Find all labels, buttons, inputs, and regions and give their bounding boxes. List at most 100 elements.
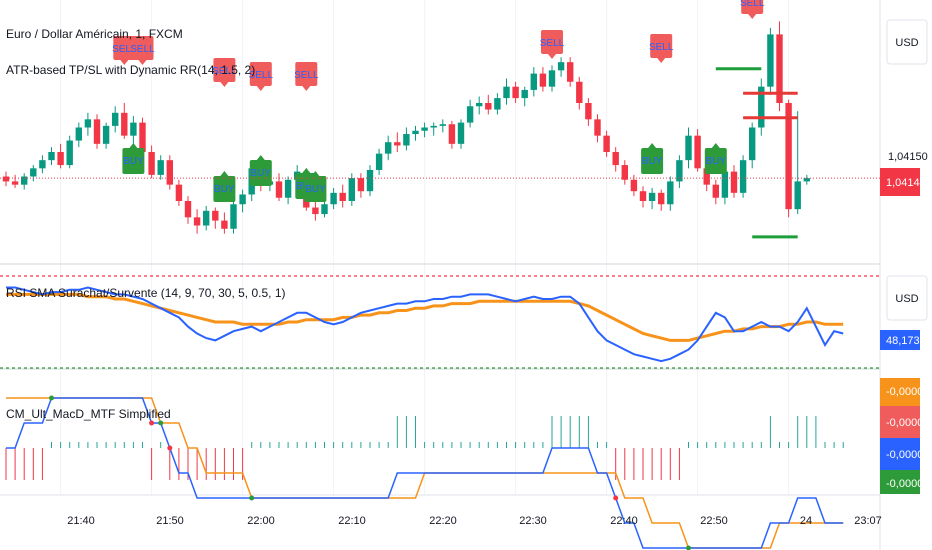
candle-body bbox=[321, 204, 328, 215]
macd-line bbox=[6, 397, 844, 549]
buy-signal-pointer bbox=[711, 143, 720, 148]
candle-body bbox=[30, 168, 37, 177]
buy-signal-pointer bbox=[220, 171, 229, 176]
candle-body bbox=[203, 210, 210, 226]
price-axis[interactable]: USD USD 1,04150 1,04144 48,17310 -0,0000… bbox=[880, 19, 932, 494]
candle-body bbox=[721, 171, 729, 198]
rsi-value-tag bbox=[880, 330, 920, 350]
rsi-pane[interactable] bbox=[0, 275, 880, 369]
symbol-title[interactable]: Euro / Dollar Américain, 1, FXCM bbox=[6, 27, 183, 41]
time-tick-label: 22:10 bbox=[338, 515, 366, 527]
buy-signal-box[interactable] bbox=[304, 176, 327, 202]
candle-body bbox=[548, 70, 556, 87]
buy-signal-pointer bbox=[311, 171, 320, 176]
current-price-tag bbox=[880, 168, 920, 196]
candle-body bbox=[703, 168, 710, 185]
indicator-legend-macd[interactable]: CM_Ult_MacD_MTF Simplified bbox=[6, 407, 171, 421]
sell-signal-label: SELL bbox=[112, 44, 137, 55]
sell-signal-pointer bbox=[302, 86, 311, 91]
buy-signal-box[interactable] bbox=[641, 148, 664, 174]
time-tick-label: 21:40 bbox=[67, 515, 95, 527]
time-axis[interactable]: 21:40 21:50 22:00 22:10 22:20 22:30 22:40 22:50… bbox=[67, 515, 882, 527]
candle-body bbox=[357, 178, 365, 192]
candle-body bbox=[157, 160, 164, 175]
candle-body bbox=[48, 152, 55, 161]
macd-cross-dots bbox=[49, 395, 691, 550]
candle-body bbox=[339, 192, 346, 201]
candle-body bbox=[530, 73, 537, 90]
candle-body bbox=[375, 153, 383, 170]
macd-histogram bbox=[5, 416, 844, 480]
time-tick-label: 22:40 bbox=[610, 515, 638, 527]
candle-body bbox=[57, 152, 64, 166]
candle-body bbox=[712, 184, 719, 198]
time-tick-label: 22:50 bbox=[700, 515, 728, 527]
macd-pane[interactable] bbox=[5, 395, 844, 550]
candle-body bbox=[130, 122, 137, 136]
candle-body bbox=[685, 135, 692, 161]
candle-body bbox=[485, 103, 492, 110]
candle-body bbox=[539, 73, 547, 87]
candle-body bbox=[430, 125, 437, 128]
candle-body bbox=[84, 119, 92, 128]
candle-body bbox=[275, 181, 283, 198]
candle-body bbox=[594, 119, 601, 136]
candle-body bbox=[166, 160, 173, 185]
indicator-legend-atr[interactable]: ATR-based TP/SL with Dynamic RR(14, 1.5,… bbox=[6, 63, 255, 77]
candle-body bbox=[521, 89, 528, 99]
rsi-sma-line bbox=[6, 292, 844, 342]
candle-body bbox=[2, 176, 10, 182]
sell-signal-pointer bbox=[220, 82, 229, 87]
buy-signal-box[interactable] bbox=[213, 176, 236, 202]
candle-body bbox=[621, 165, 628, 180]
buy-signal-box[interactable] bbox=[249, 160, 272, 186]
candle-body bbox=[448, 124, 456, 144]
candle-body bbox=[66, 140, 73, 166]
candle-body bbox=[576, 81, 583, 103]
macd-tag-blue bbox=[880, 438, 920, 470]
rsi-line bbox=[6, 286, 844, 363]
sell-signal-box[interactable] bbox=[741, 0, 764, 14]
candle-body bbox=[612, 152, 619, 166]
candle-body bbox=[312, 207, 319, 215]
candle-body bbox=[403, 134, 410, 146]
buy-signal-label: BUY bbox=[123, 156, 144, 167]
candle-body bbox=[394, 142, 401, 146]
macd-tag-green bbox=[880, 470, 920, 494]
sell-signal-label: SELL bbox=[649, 42, 674, 53]
price-tick-label: 1,04150 bbox=[888, 151, 928, 163]
buy-signal-box[interactable] bbox=[704, 148, 727, 174]
currency-button-1[interactable] bbox=[886, 19, 928, 65]
time-tick-label: 22:30 bbox=[519, 515, 547, 527]
time-tick-label: 24 bbox=[800, 515, 812, 527]
macd-cross-dot bbox=[49, 395, 54, 401]
sell-signal-box[interactable] bbox=[295, 62, 318, 86]
macd-cross-dot bbox=[167, 445, 173, 451]
buy-signal-pointer bbox=[648, 143, 657, 148]
candle-body bbox=[385, 142, 392, 154]
sell-signal-pointer bbox=[120, 60, 129, 65]
macd-value-3: -0,00001 bbox=[886, 449, 929, 461]
sell-signal-box[interactable] bbox=[113, 36, 136, 60]
macd-tag-red bbox=[880, 406, 920, 438]
macd-value-1: -0,00001 bbox=[886, 386, 929, 398]
sell-signal-box[interactable] bbox=[541, 30, 563, 54]
candle-body bbox=[557, 62, 565, 71]
candle-body bbox=[75, 127, 82, 141]
candle-body bbox=[585, 103, 592, 120]
currency-button-2[interactable] bbox=[886, 275, 928, 321]
legend: Euro / Dollar Américain, 1, FXCM ATR-bas… bbox=[6, 27, 286, 421]
time-tick-label: 21:50 bbox=[156, 515, 184, 527]
sell-signal-box[interactable] bbox=[650, 34, 673, 58]
sell-signal-box[interactable] bbox=[249, 62, 272, 86]
indicator-legend-rsi[interactable]: RSI SMA Surachat/Survente (14, 9, 70, 30… bbox=[6, 286, 286, 300]
sell-signal-box[interactable] bbox=[213, 58, 236, 82]
candle-body bbox=[221, 220, 228, 229]
sell-signal-box[interactable] bbox=[131, 36, 154, 60]
buy-signal-label: BUY bbox=[706, 156, 727, 167]
buy-signal-pointer bbox=[129, 143, 138, 148]
candle-body bbox=[776, 34, 783, 103]
buy-signal-box[interactable] bbox=[122, 148, 145, 174]
